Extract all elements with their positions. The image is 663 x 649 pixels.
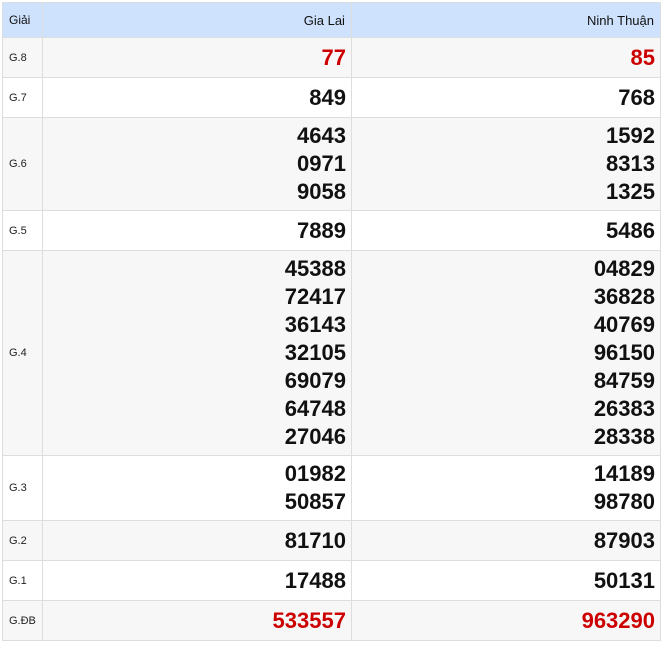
result-cell: 5486 — [350, 210, 662, 251]
result-number: 768 — [618, 84, 655, 110]
result-number: 04829 — [593, 256, 655, 281]
result-number: 40769 — [593, 312, 655, 337]
prize-label: G.6 — [2, 117, 43, 211]
result-number: 72417 — [284, 284, 346, 309]
result-number: 77 — [321, 44, 346, 70]
prize-label: G.1 — [2, 560, 43, 601]
result-number: 81710 — [284, 527, 346, 553]
result-cell: 14189 98780 — [350, 455, 662, 521]
result-number: 7889 — [297, 217, 346, 243]
result-number: 8313 — [606, 151, 655, 176]
province-header-gia-lai[interactable]: Gia Lai — [41, 2, 352, 38]
result-number: 849 — [309, 84, 346, 110]
result-cell: 4643 0971 9058 — [41, 117, 352, 211]
result-number: 96150 — [593, 340, 655, 365]
result-cell: 963290 — [350, 600, 662, 641]
result-number: 01982 — [284, 461, 346, 486]
table-row: G.3 01982 50857 14189 98780 — [2, 455, 662, 521]
result-number: 17488 — [284, 567, 346, 593]
result-number: 1325 — [606, 179, 655, 204]
result-cell: 533557 — [41, 600, 352, 641]
result-number: 69079 — [284, 368, 346, 393]
result-cell: 7889 — [41, 210, 352, 251]
result-cell: 81710 — [41, 520, 352, 561]
result-cell: 85 — [350, 37, 662, 78]
result-number: 28338 — [593, 424, 655, 449]
result-cell: 768 — [350, 77, 662, 118]
result-cell: 04829 36828 40769 96150 84759 26383 28338 — [350, 250, 662, 456]
table-row: G.6 4643 0971 9058 1592 8313 1325 — [2, 117, 662, 211]
result-number: 27046 — [284, 424, 346, 449]
result-number: 64748 — [284, 396, 346, 421]
result-number: 87903 — [593, 527, 655, 553]
table-row: G.7 849 768 — [2, 77, 662, 118]
prize-label: G.3 — [2, 455, 43, 521]
prize-label: G.4 — [2, 250, 43, 456]
table-row: G.1 17488 50131 — [2, 560, 662, 601]
result-number: 1592 — [606, 123, 655, 148]
result-number: 4643 — [297, 123, 346, 148]
result-number: 26383 — [593, 396, 655, 421]
province-header-ninh-thuan[interactable]: Ninh Thuận — [350, 2, 662, 38]
result-cell: 1592 8313 1325 — [350, 117, 662, 211]
table-row: G.4 45388 72417 36143 32105 69079 64748 27046 04… — [2, 250, 662, 456]
result-number: 50131 — [593, 567, 655, 593]
table-row: G.5 7889 5486 — [2, 210, 662, 251]
result-number: 98780 — [593, 489, 655, 514]
result-number: 963290 — [581, 607, 655, 633]
result-number: 36828 — [593, 284, 655, 309]
result-cell: 01982 50857 — [41, 455, 352, 521]
result-cell: 849 — [41, 77, 352, 118]
table-row: G.ĐB 533557 963290 — [2, 600, 662, 641]
prize-label: G.2 — [2, 520, 43, 561]
result-number: 85 — [630, 44, 655, 70]
prize-label: G.8 — [2, 37, 43, 78]
result-cell: 17488 — [41, 560, 352, 601]
result-cell: 87903 — [350, 520, 662, 561]
result-number: 0971 — [297, 151, 346, 176]
result-number: 36143 — [284, 312, 346, 337]
result-cell: 77 — [41, 37, 352, 78]
results-body: G.8 77 85 G.7 849 768 G.6 4643 0971 9058 1592 8313 1… — [2, 37, 662, 641]
prize-label: G.5 — [2, 210, 43, 251]
table-header-row: Giải Gia Lai Ninh Thuận — [2, 2, 662, 38]
result-cell: 45388 72417 36143 32105 69079 64748 27046 — [41, 250, 352, 456]
table-row: G.8 77 85 — [2, 37, 662, 78]
result-number: 9058 — [297, 179, 346, 204]
result-number: 5486 — [606, 217, 655, 243]
result-number: 14189 — [593, 461, 655, 486]
result-number: 32105 — [284, 340, 346, 365]
table-row: G.2 81710 87903 — [2, 520, 662, 561]
result-number: 533557 — [272, 607, 346, 633]
result-number: 50857 — [284, 489, 346, 514]
result-cell: 50131 — [350, 560, 662, 601]
result-number: 45388 — [284, 256, 346, 281]
prize-column-header: Giải — [2, 2, 43, 38]
prize-label: G.ĐB — [2, 600, 43, 641]
result-number: 84759 — [593, 368, 655, 393]
prize-label: G.7 — [2, 77, 43, 118]
